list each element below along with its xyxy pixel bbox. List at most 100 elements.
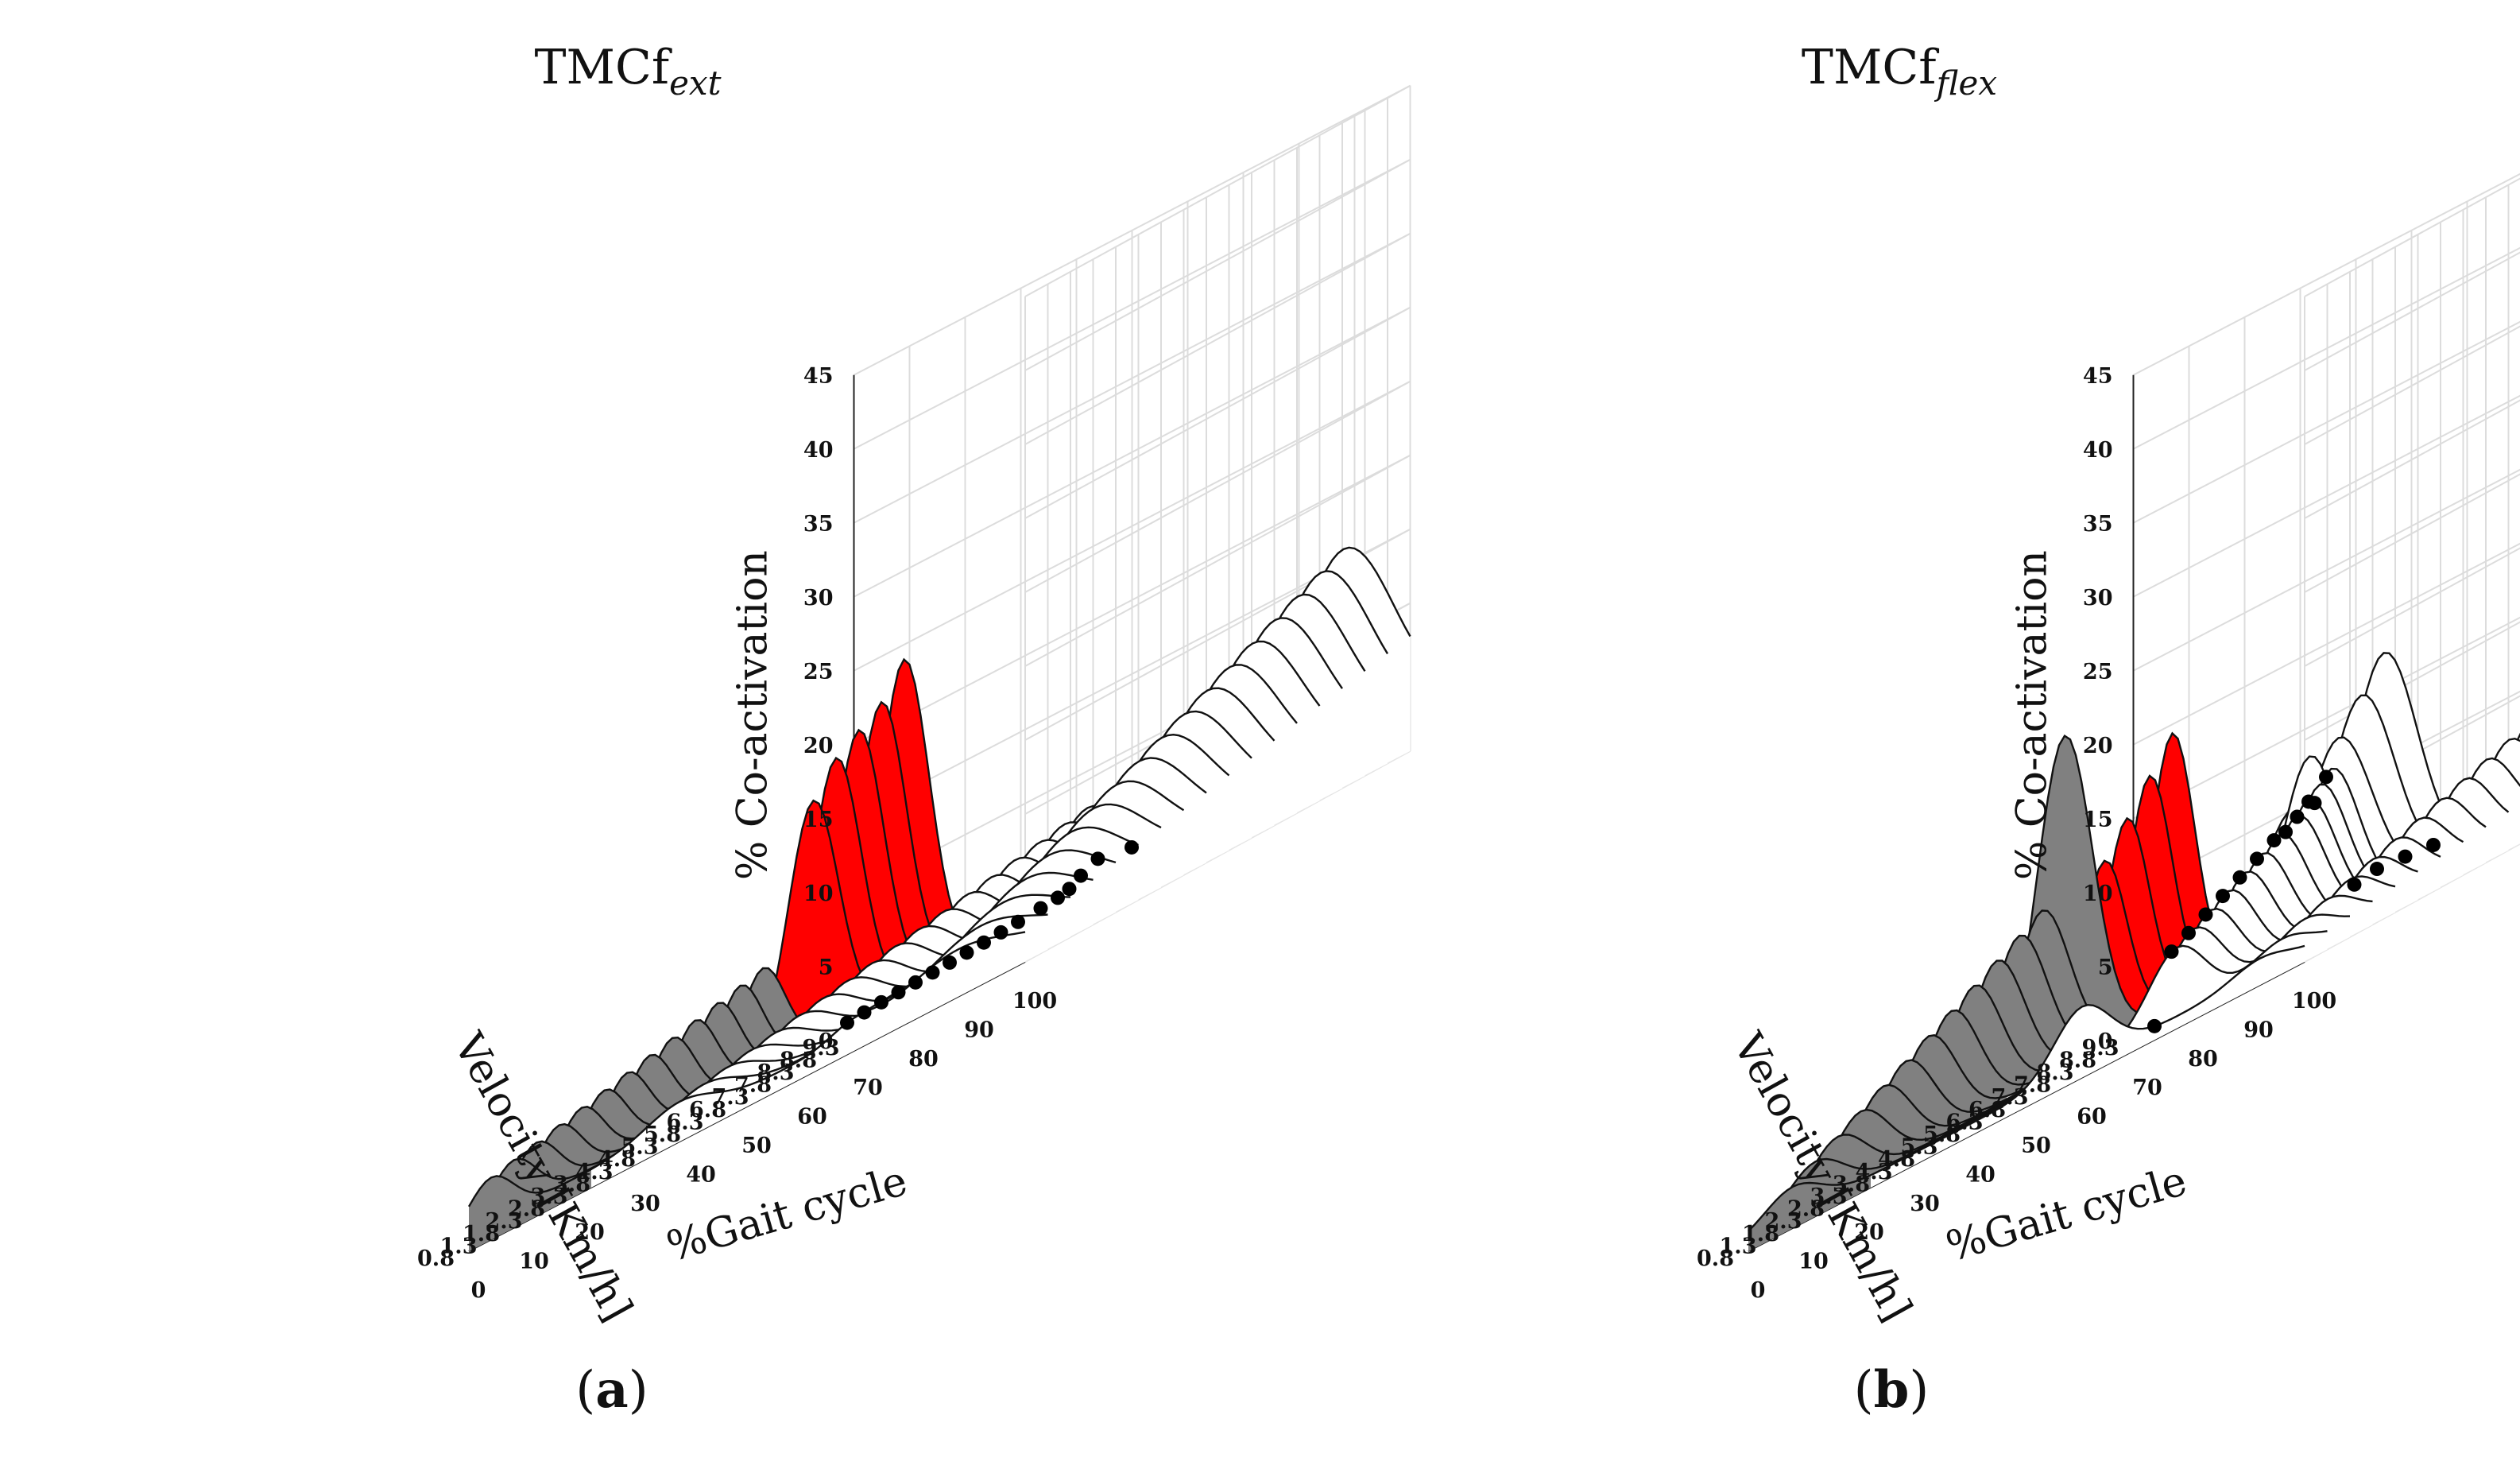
- marker-point: [2370, 862, 2384, 877]
- panel-label-letter: b: [1874, 1360, 1910, 1420]
- x-tick-label: 100: [2292, 989, 2336, 1014]
- grid-line: [2133, 616, 2520, 820]
- marker-point: [2278, 824, 2293, 839]
- velocity-tick-label: 4.8: [598, 1147, 636, 1172]
- z-tick-label: 20: [2083, 734, 2113, 758]
- grid-line: [2304, 547, 2520, 667]
- velocity-tick-label: 2.3: [1765, 1209, 1802, 1234]
- velocity-tick-label: 6.8: [689, 1098, 726, 1122]
- velocity-tick-label: 7.3: [712, 1085, 749, 1110]
- marker-point: [2232, 870, 2247, 885]
- z-tick-label: 10: [803, 882, 834, 906]
- grid-line: [1024, 454, 1411, 667]
- velocity-tick-label: 4.8: [1878, 1147, 1915, 1172]
- grid-line: [854, 454, 1411, 746]
- marker-point: [1033, 901, 1048, 916]
- marker-point: [1011, 914, 1025, 929]
- velocity-tick-label: 9.3: [2082, 1036, 2119, 1060]
- velocity-tick-label: 1.8: [1742, 1222, 1779, 1246]
- velocity-tick-label: 3.3: [1810, 1184, 1848, 1209]
- grid-line: [2133, 172, 2520, 376]
- marker-point: [2266, 833, 2282, 848]
- grid-line: [2133, 394, 2520, 598]
- grid-line: [2304, 843, 2520, 963]
- x-tick-label: 20: [1854, 1220, 1884, 1245]
- grid-line: [854, 232, 1411, 524]
- marker-point: [2147, 1018, 2162, 1033]
- title-subscript: flex: [1934, 64, 1998, 103]
- markers: [840, 839, 1139, 1030]
- marker-point: [2290, 809, 2305, 824]
- velocity-tick-label: 7.8: [2014, 1073, 2051, 1098]
- velocity-tick-label: 4.3: [1856, 1160, 1893, 1184]
- grid-line: [2304, 473, 2520, 593]
- marker-point: [2181, 925, 2196, 940]
- trace-background: [469, 932, 1025, 1251]
- velocity-tick-label: 6.8: [1968, 1098, 2006, 1122]
- marker-point: [943, 955, 957, 970]
- z-tick-label: 35: [803, 512, 834, 537]
- panel-label: (a): [575, 1360, 648, 1420]
- grid-line: [1024, 158, 1411, 371]
- markers: [2147, 769, 2441, 1033]
- z-axis-label: % Co-activation: [730, 550, 777, 880]
- marker-point: [874, 994, 888, 1010]
- marker-point: [977, 935, 991, 950]
- velocity-tick-label: 8.3: [757, 1060, 795, 1085]
- grid-line: [2304, 177, 2520, 297]
- marker-point: [1125, 839, 1139, 855]
- marker-point: [2347, 877, 2362, 892]
- panel-b: 01020304050607080901009.38.88.37.87.36.8…: [1697, 40, 2520, 1420]
- velocity-tick-label: 9.3: [803, 1036, 840, 1060]
- velocity-tick-label: 3.3: [531, 1184, 568, 1209]
- panel-label-letter: a: [595, 1360, 628, 1420]
- x-tick-label: 50: [2021, 1134, 2051, 1158]
- grid-line: [2304, 325, 2520, 445]
- velocity-tick-label: 3.8: [553, 1172, 590, 1196]
- velocity-tick-label: 8.8: [780, 1048, 817, 1072]
- x-tick-label: 10: [519, 1250, 549, 1274]
- title-main: TMCf: [1802, 40, 1939, 95]
- panel-label-paren: (: [1854, 1361, 1874, 1420]
- velocity-tick-label: 0.8: [417, 1246, 455, 1271]
- velocity-tick-label: 7.8: [734, 1073, 772, 1098]
- velocity-tick-label: 5.3: [621, 1135, 659, 1160]
- z-tick-label: 30: [2083, 586, 2113, 611]
- traces: [467, 546, 1411, 1251]
- traces: [1748, 652, 2520, 1251]
- x-tick-label: 90: [964, 1018, 994, 1042]
- grid-line: [854, 380, 1411, 672]
- marker-point: [1062, 882, 1077, 897]
- z-tick-label: 35: [2083, 512, 2113, 537]
- velocity-tick-label: 2.8: [1787, 1197, 1825, 1222]
- title-subscript: ext: [669, 64, 722, 103]
- marker-point: [2398, 849, 2413, 864]
- grid-line: [1024, 84, 1411, 297]
- x-tick-label: 70: [2132, 1076, 2162, 1100]
- velocity-tick-label: 8.8: [2059, 1048, 2096, 1072]
- panel-a: 01020304050607080901009.38.88.37.87.36.8…: [417, 40, 1411, 1420]
- chart-title: TMCfext: [535, 40, 722, 103]
- z-tick-label: 30: [803, 586, 834, 611]
- series-line: [1748, 944, 2305, 1232]
- panel-label-paren: (: [575, 1361, 595, 1420]
- x-tick-label: 0: [471, 1278, 486, 1303]
- grid-line: [2133, 246, 2520, 450]
- velocity-tick-label: 5.8: [644, 1122, 681, 1147]
- velocity-tick-label: 2.8: [508, 1197, 545, 1222]
- velocity-tick-label: 7.3: [1992, 1085, 2029, 1110]
- velocity-tick-label: 4.3: [576, 1160, 614, 1184]
- marker-point: [2301, 794, 2316, 809]
- velocity-tick-label: 6.3: [667, 1110, 704, 1134]
- x-tick-label: 70: [853, 1076, 883, 1100]
- marker-point: [993, 925, 1008, 940]
- x-tick-label: 40: [1965, 1162, 1995, 1187]
- grid-line: [1024, 750, 1411, 963]
- velocity-tick-label: 1.8: [463, 1222, 500, 1246]
- title-main: TMCf: [535, 40, 672, 95]
- x-tick-label: 90: [2243, 1018, 2274, 1042]
- x-tick-label: 0: [1751, 1278, 1766, 1303]
- x-tick-label: 100: [1012, 989, 1057, 1014]
- grid-line: [2133, 320, 2520, 524]
- marker-point: [2216, 889, 2230, 904]
